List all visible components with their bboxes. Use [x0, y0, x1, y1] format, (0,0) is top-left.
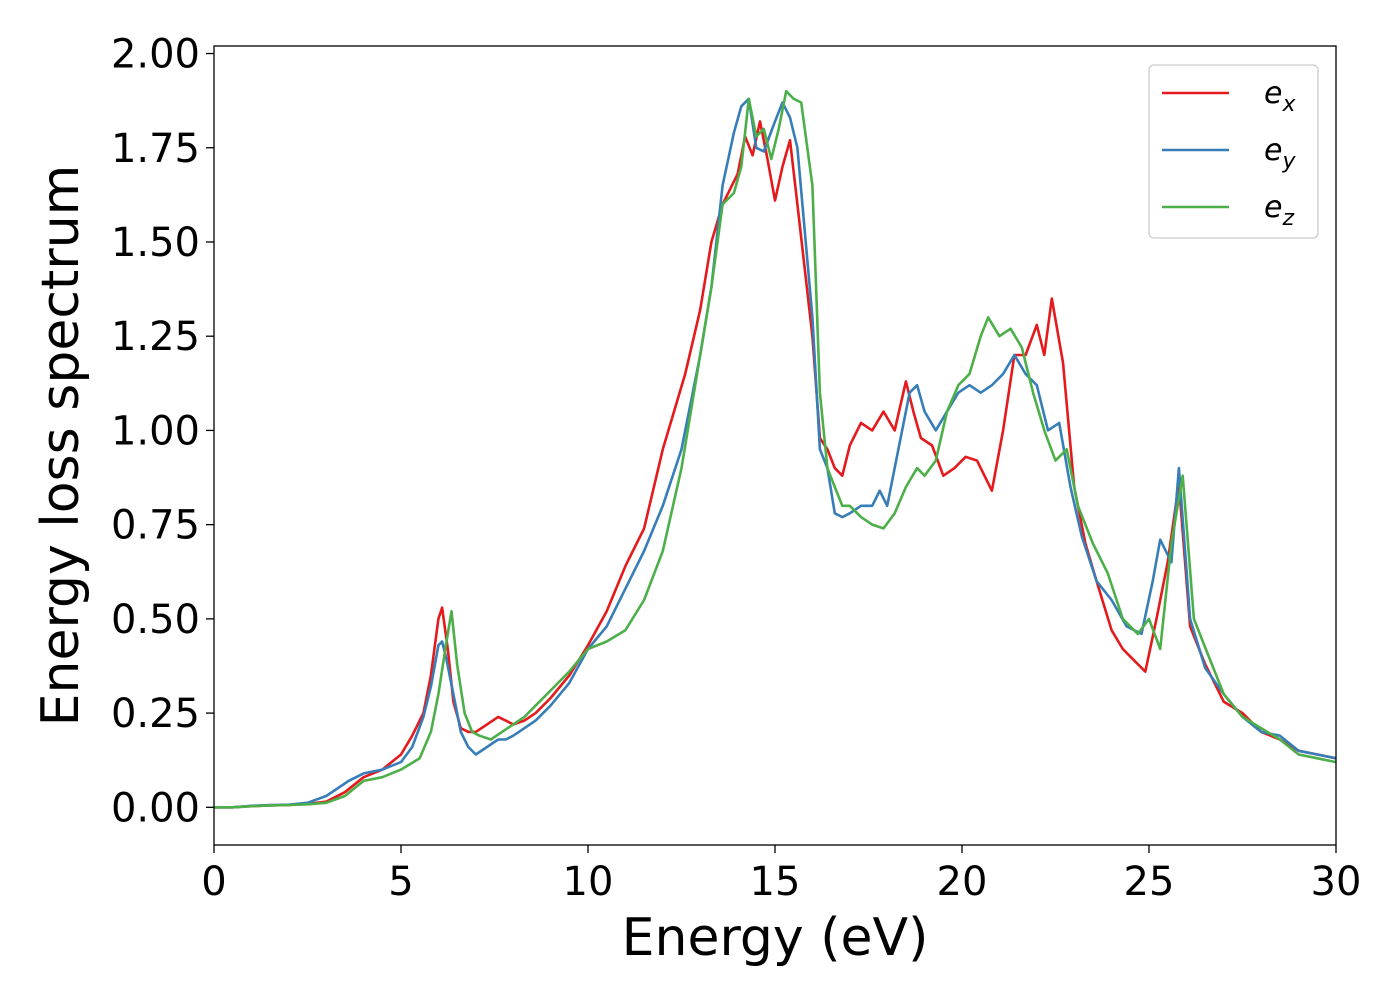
- plot-lines: [214, 89, 1337, 809]
- legend-label-z: ez: [1264, 190, 1294, 231]
- y-tick-label: 1.75: [111, 126, 200, 172]
- x-tick-label: 25: [1124, 859, 1175, 905]
- legend-label-x: ex: [1264, 76, 1296, 117]
- series-line-z: [214, 89, 1337, 809]
- legend-label-y: ey: [1264, 133, 1296, 174]
- y-tick-label: 0.25: [111, 691, 200, 737]
- y-tick-label: 1.25: [111, 314, 200, 360]
- y-tick-label: 1.00: [111, 408, 200, 454]
- x-axis-label: Energy (eV): [622, 908, 929, 968]
- legend-box: [1148, 64, 1319, 239]
- x-tick-label: 10: [563, 859, 614, 905]
- y-axis: 0.00 0.25 0.50 0.75 1.00 1.25 1.50 1.75 2.00: [111, 32, 214, 831]
- y-tick-label: 0.50: [111, 597, 200, 643]
- y-tick-label: 0.00: [111, 785, 200, 831]
- x-tick-label: 5: [388, 859, 413, 905]
- y-tick-label: 1.50: [111, 220, 200, 266]
- series-line-y: [214, 97, 1337, 809]
- y-tick-label: 0.75: [111, 503, 200, 549]
- legend: ex ey ez: [1148, 64, 1319, 239]
- x-tick-label: 30: [1311, 859, 1362, 905]
- x-tick-label: 0: [201, 859, 226, 905]
- series-line-x: [214, 120, 1337, 809]
- y-axis-label: Energy loss spectrum: [31, 165, 91, 727]
- x-tick-label: 15: [750, 859, 801, 905]
- y-tick-label: 2.00: [111, 32, 200, 78]
- x-axis: 0 5 10 15 20 25 30: [201, 845, 1361, 905]
- x-tick-label: 20: [937, 859, 988, 905]
